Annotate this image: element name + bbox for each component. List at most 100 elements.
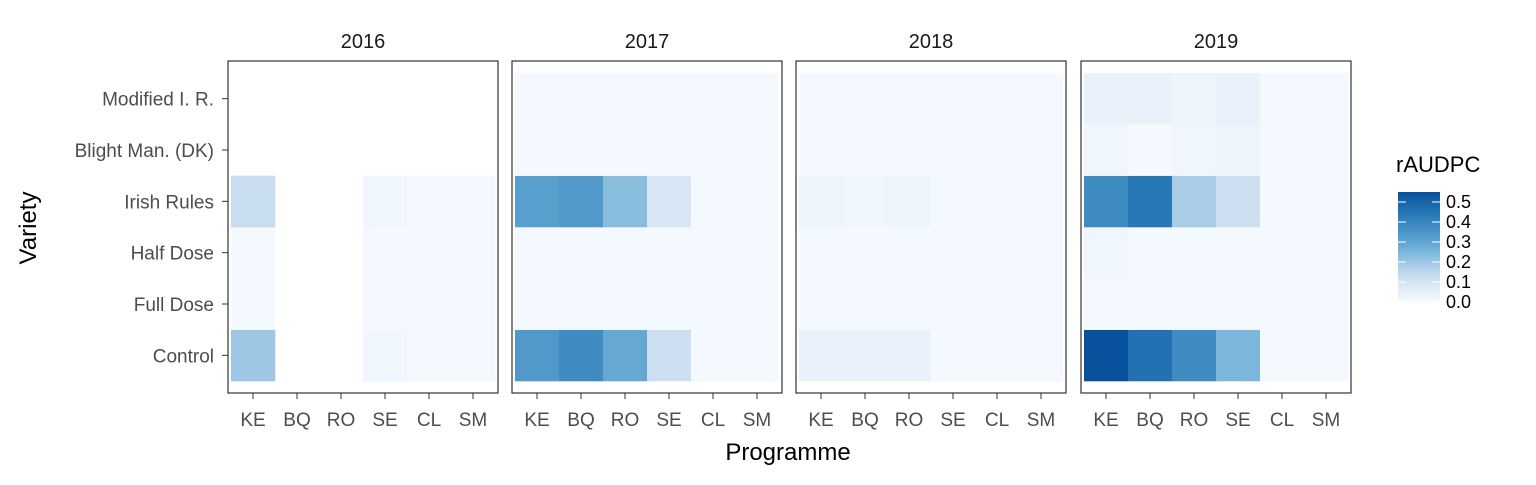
heatmap-cell — [603, 329, 648, 382]
heatmap-cell — [1260, 124, 1305, 176]
legend-tick-label: 0.4 — [1446, 212, 1471, 232]
heatmap-cell — [451, 329, 496, 382]
heatmap-cell — [843, 175, 888, 228]
legend-ticks: 0.00.10.20.30.40.5 — [1398, 192, 1471, 312]
heatmap-cell — [931, 73, 976, 125]
heatmap-cell — [647, 278, 692, 330]
facet-label: 2018 — [909, 31, 954, 53]
heatmap-cell — [559, 329, 604, 382]
heatmap-cell — [603, 278, 648, 330]
y-tick-label: Control — [153, 346, 214, 367]
panel-border — [227, 60, 499, 394]
heatmap-cell — [799, 227, 844, 279]
x-tick-label: SM — [743, 410, 772, 431]
legend-colorbar — [1398, 192, 1440, 302]
heatmap-cell — [407, 175, 452, 228]
x-tick-label: SE — [940, 410, 965, 431]
x-axis-title: Programme — [725, 439, 850, 466]
x-tick-label: RO — [327, 410, 356, 431]
heatmap-cell — [975, 278, 1020, 330]
heatmap-cell — [975, 73, 1020, 125]
heatmap-cell — [887, 329, 932, 382]
heatmap-cell — [603, 124, 648, 176]
legend-tick-label: 0.5 — [1446, 192, 1471, 212]
heatmap-cell — [603, 227, 648, 279]
heatmap-cell — [1019, 278, 1064, 330]
heatmap-cell — [1128, 73, 1173, 125]
heatmap-cell — [1128, 278, 1173, 330]
facet-2017: 2017 KE BQ RO SE CL SM — [511, 31, 783, 431]
heatmap-cell — [1216, 73, 1261, 125]
heatmap-cell — [1304, 73, 1349, 125]
heatmap-cell — [843, 124, 888, 176]
x-tick-label: CL — [985, 410, 1009, 431]
y-axis: Control Full Dose Half Dose Irish Rules Blig… — [75, 90, 228, 367]
heatmap-cell — [1128, 175, 1173, 228]
facet-2016: 2016 KE BQ RO SE CL SM — [227, 31, 499, 431]
heatmap-cell — [1172, 73, 1217, 125]
legend-tick-label: 0.0 — [1446, 292, 1471, 312]
heatmap-cell — [887, 73, 932, 125]
heatmap-cell — [647, 73, 692, 125]
heatmap-cell — [735, 124, 780, 176]
heatmap-cell — [1216, 175, 1261, 228]
panel-border — [795, 60, 1067, 394]
heatmap-cell — [799, 175, 844, 228]
facet-label: 2017 — [625, 31, 670, 53]
heatmap-cell — [647, 329, 692, 382]
heatmap-cell — [931, 175, 976, 228]
heatmap-cell — [1260, 227, 1305, 279]
x-tick-label: BQ — [283, 410, 310, 431]
heatmap-cell — [559, 227, 604, 279]
heatmap-cell — [1304, 227, 1349, 279]
heatmap-cell — [407, 329, 452, 382]
heatmap-cell — [975, 329, 1020, 382]
heatmap-cell — [363, 175, 408, 228]
y-axis-title: Variety — [15, 192, 42, 265]
heatmap-cell — [515, 124, 560, 176]
x-tick-label: RO — [895, 410, 924, 431]
heatmap-cell — [1084, 124, 1129, 176]
x-tick-label: RO — [611, 410, 640, 431]
panel-border — [511, 60, 783, 394]
facet-2019: 2019 KE BQ RO SE CL SM — [1080, 31, 1352, 431]
heatmap-cell — [843, 227, 888, 279]
legend-tick-label: 0.2 — [1446, 252, 1471, 272]
facets-layer: 2016 KE BQ RO SE CL SM 2017 KE BQ RO SE CL SM 2018 KE BQ… — [227, 31, 1352, 431]
y-tick-label: Irish Rules — [124, 192, 214, 213]
heatmap-cell — [843, 73, 888, 125]
heatmap-cell — [735, 227, 780, 279]
heatmap-cell — [931, 227, 976, 279]
heatmap-cell — [1216, 329, 1261, 382]
heatmap-cell — [1128, 227, 1173, 279]
heatmap-cell — [559, 73, 604, 125]
heatmap-cell — [515, 278, 560, 330]
legend: rAUDPC 0.00.10.20.30.40.5 — [1396, 152, 1480, 312]
heatmap-cell — [451, 175, 496, 228]
heatmap-cell — [1304, 175, 1349, 228]
heatmap-cell — [1084, 175, 1129, 228]
heatmap-cell — [799, 278, 844, 330]
heatmap-cell — [843, 329, 888, 382]
heatmap-cell — [691, 329, 736, 382]
heatmap-cell — [1216, 124, 1261, 176]
y-tick-label: Blight Man. (DK) — [75, 141, 214, 162]
x-tick-label: SE — [656, 410, 681, 431]
heatmap-cell — [1019, 329, 1064, 382]
x-tick-label: RO — [1180, 410, 1209, 431]
heatmap-cell — [515, 73, 560, 125]
x-tick-label: SM — [1312, 410, 1341, 431]
x-tick-label: BQ — [1136, 410, 1163, 431]
x-tick-label: CL — [701, 410, 725, 431]
heatmap-cell — [735, 278, 780, 330]
heatmap-cell — [691, 124, 736, 176]
heatmap-cell — [1304, 124, 1349, 176]
heatmap-cell — [231, 329, 276, 382]
x-tick-label: KE — [524, 410, 549, 431]
heatmap-cell — [1172, 329, 1217, 382]
heatmap-cell — [1084, 329, 1129, 382]
heatmap-cell — [647, 175, 692, 228]
heatmap-cell — [363, 329, 408, 382]
heatmap-cell — [931, 278, 976, 330]
heatmap-cell — [1128, 329, 1173, 382]
